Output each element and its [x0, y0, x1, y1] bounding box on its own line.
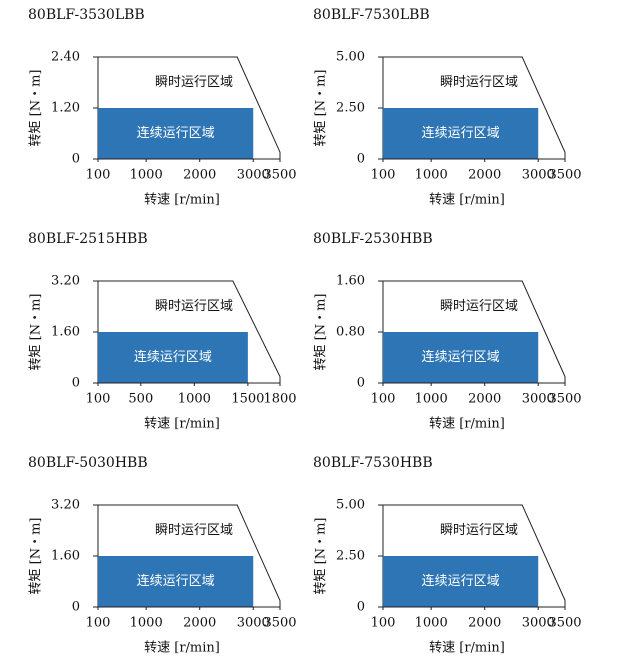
x-tick-label: 100 [371, 616, 396, 631]
region-label: 瞬时运行区域 [155, 523, 233, 538]
x-tick-label: 100 [86, 392, 111, 407]
y-axis-label: 转矩 [N・m] [29, 70, 44, 147]
region-label: 瞬时运行区域 [155, 75, 233, 90]
region-label: 瞬时运行区域 [155, 299, 233, 314]
x-axis-label: 转速 [r/min] [144, 417, 220, 432]
x-axis-label: 转速 [r/min] [144, 641, 220, 656]
region-label: 连续运行区域 [137, 573, 215, 589]
continuous-region [383, 332, 539, 383]
region-label: 连续运行区域 [422, 349, 500, 365]
x-axis-label: 转速 [r/min] [429, 417, 505, 432]
x-tick-label: 3000 [237, 168, 270, 183]
y-axis-label: 转矩 [N・m] [314, 518, 329, 595]
x-tick-label: 2000 [468, 616, 501, 631]
x-tick-label: 1000 [415, 616, 448, 631]
chart-title: 80BLF-5030HBB [28, 455, 148, 471]
region-label: 瞬时运行区域 [440, 299, 518, 314]
y-tick-label: 0 [72, 600, 80, 615]
x-tick-label: 2000 [468, 168, 501, 183]
region-label: 连续运行区域 [137, 125, 215, 141]
continuous-region [383, 108, 539, 159]
y-axis-label: 转矩 [N・m] [29, 294, 44, 371]
continuous-region [98, 108, 254, 159]
x-tick-label: 2000 [468, 392, 501, 407]
x-axis-label: 转速 [r/min] [429, 193, 505, 208]
y-tick-label: 0.80 [336, 325, 365, 340]
y-tick-label: 3.20 [51, 274, 80, 289]
y-tick-label: 2.50 [336, 101, 365, 116]
x-tick-label: 2000 [183, 168, 216, 183]
x-tick-label: 1000 [178, 392, 211, 407]
x-tick-label: 100 [371, 392, 396, 407]
region-label: 连续运行区域 [422, 573, 500, 589]
chart-title: 80BLF-3530LBB [28, 7, 145, 23]
x-tick-label: 1500 [231, 392, 264, 407]
y-tick-label: 0 [357, 600, 365, 615]
x-tick-label: 3500 [548, 168, 581, 183]
x-tick-label: 1000 [415, 168, 448, 183]
x-tick-label: 3500 [263, 616, 296, 631]
x-tick-label: 500 [128, 392, 153, 407]
x-tick-label: 2000 [183, 616, 216, 631]
y-tick-label: 1.60 [51, 549, 80, 564]
y-tick-label: 3.20 [51, 498, 80, 513]
y-axis-label: 转矩 [N・m] [29, 518, 44, 595]
x-tick-label: 100 [86, 168, 111, 183]
continuous-region [98, 332, 248, 383]
chart-title: 80BLF-2530HBB [313, 231, 433, 247]
region-label: 连续运行区域 [422, 125, 500, 141]
y-tick-label: 0 [357, 376, 365, 391]
y-tick-label: 2.40 [51, 50, 80, 65]
x-axis-label: 转速 [r/min] [144, 193, 220, 208]
region-label: 连续运行区域 [134, 349, 212, 365]
y-tick-label: 5.00 [336, 498, 365, 513]
continuous-region [98, 556, 254, 607]
y-tick-label: 0 [357, 152, 365, 167]
y-tick-label: 1.20 [51, 101, 80, 116]
region-label: 瞬时运行区域 [440, 75, 518, 90]
y-axis-label: 转矩 [N・m] [314, 294, 329, 371]
x-tick-label: 3000 [522, 168, 555, 183]
x-tick-label: 3000 [237, 616, 270, 631]
x-tick-label: 1000 [415, 392, 448, 407]
chart-title: 80BLF-2515HBB [28, 231, 148, 247]
y-tick-label: 1.60 [336, 274, 365, 289]
x-tick-label: 1000 [130, 168, 163, 183]
x-tick-label: 3500 [263, 168, 296, 183]
x-tick-label: 1800 [263, 392, 296, 407]
x-tick-label: 3500 [548, 392, 581, 407]
y-tick-label: 5.00 [336, 50, 365, 65]
x-tick-label: 3000 [522, 392, 555, 407]
x-tick-label: 100 [371, 168, 396, 183]
x-tick-label: 3500 [548, 616, 581, 631]
x-tick-label: 100 [86, 616, 111, 631]
y-tick-label: 2.50 [336, 549, 365, 564]
y-tick-label: 0 [72, 152, 80, 167]
continuous-region [383, 556, 539, 607]
x-axis-label: 转速 [r/min] [429, 641, 505, 656]
y-tick-label: 0 [72, 376, 80, 391]
region-label: 瞬时运行区域 [440, 523, 518, 538]
chart-title: 80BLF-7530HBB [313, 455, 433, 471]
x-tick-label: 3000 [522, 616, 555, 631]
chart-title: 80BLF-7530LBB [313, 7, 430, 23]
y-axis-label: 转矩 [N・m] [314, 70, 329, 147]
y-tick-label: 1.60 [51, 325, 80, 340]
x-tick-label: 1000 [130, 616, 163, 631]
